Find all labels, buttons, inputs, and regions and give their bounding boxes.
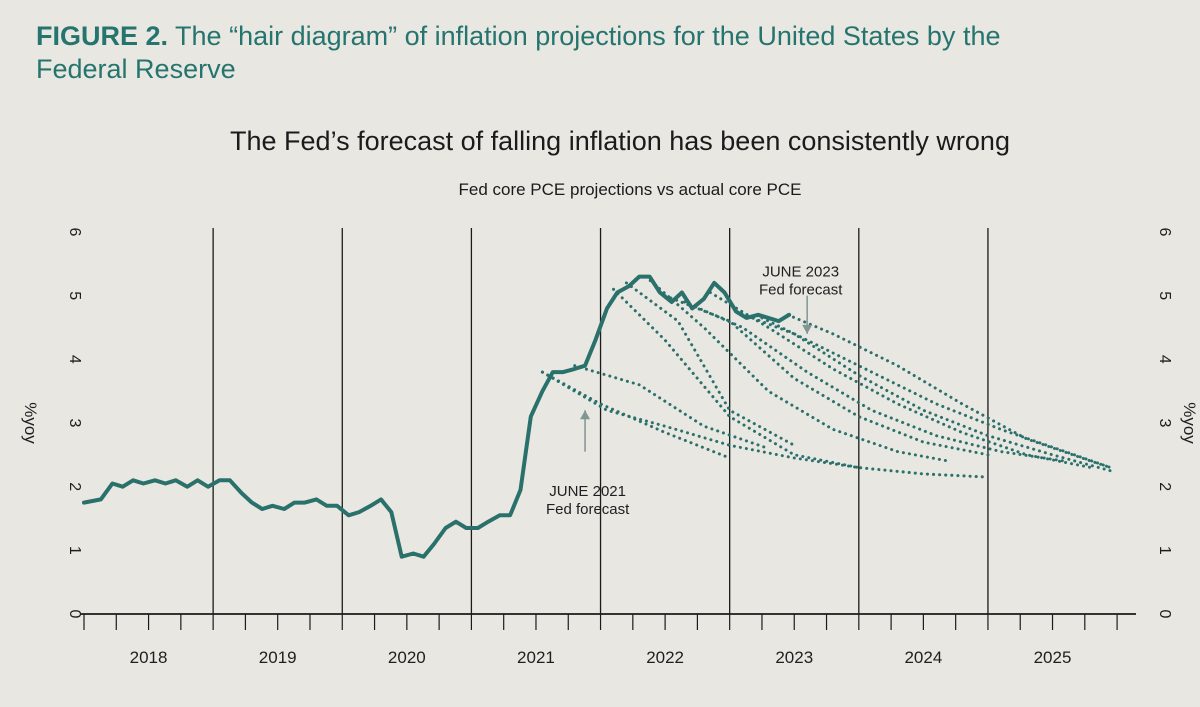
annotation-label: JUNE 2023 <box>762 264 839 281</box>
y-tick-label-left: 5 <box>66 291 83 300</box>
fed-projection-line <box>540 370 990 479</box>
y-tick-label-right: 6 <box>1156 228 1173 237</box>
y-tick-label-right: 1 <box>1156 546 1173 555</box>
chart-subtitle: Fed core PCE projections vs actual core … <box>458 180 802 199</box>
y-tick-label-left: 6 <box>66 228 83 237</box>
figure-caption-text: The “hair diagram” of inflation projecti… <box>36 21 1001 84</box>
x-tick-label: 2022 <box>646 648 684 667</box>
gridlines <box>212 228 989 614</box>
y-axis-label-left: %yoy <box>21 402 40 444</box>
y-tick-label-left: 3 <box>66 419 83 428</box>
x-tick-label: 2025 <box>1034 648 1072 667</box>
x-tick-label: 2020 <box>388 648 426 667</box>
annotation-label: JUNE 2021 <box>549 483 626 500</box>
fed-projection-line <box>612 287 861 470</box>
y-tick-label-left: 4 <box>66 355 83 364</box>
y-tick-label-right: 2 <box>1156 482 1173 491</box>
x-tick-label: 2023 <box>775 648 813 667</box>
annotation-arrow-head <box>580 410 591 420</box>
fed-projection-line <box>683 300 1067 463</box>
y-tick-label-right: 3 <box>1156 419 1173 428</box>
fed-projection-line <box>663 294 990 457</box>
fed-projection-line <box>708 291 1093 470</box>
y-tick-label-right: 4 <box>1156 355 1173 364</box>
actual-core-pce-line <box>82 274 792 559</box>
y-tick-label-left: 0 <box>66 610 83 619</box>
x-tick-label: 2018 <box>130 648 168 667</box>
figure-caption: FIGURE 2. The “hair diagram” of inflatio… <box>36 20 1096 86</box>
y-tick-label-right: 5 <box>1156 291 1173 300</box>
x-tick-label: 2021 <box>517 648 555 667</box>
annotation-label: Fed forecast <box>759 282 843 299</box>
y-tick-label-left: 2 <box>66 482 83 491</box>
annotation-label: Fed forecast <box>546 501 630 518</box>
series-group <box>82 274 1113 559</box>
figure-label: FIGURE 2. <box>36 21 169 51</box>
x-tick-label: 2024 <box>904 648 942 667</box>
chart-title: The Fed’s forecast of falling inflation … <box>230 126 1010 156</box>
axes: 2018 2019 2020 2021 2022 2023 2024 2025 0 0 1 1 2 2 3 3… <box>21 228 1199 667</box>
fed-projection-line <box>786 313 1113 470</box>
fed-projection-line <box>624 281 796 447</box>
fed-projection-line <box>573 364 770 450</box>
fed-projection-line <box>734 310 1113 473</box>
fed-projection-line <box>760 316 1113 470</box>
fed-projection-line <box>540 370 732 460</box>
y-tick-label-right: 0 <box>1156 610 1173 619</box>
annotation-arrow-head <box>802 324 813 334</box>
y-tick-label-left: 1 <box>66 546 83 555</box>
x-tick-label: 2019 <box>259 648 297 667</box>
y-axis-label-right: %yoy <box>1180 402 1199 444</box>
